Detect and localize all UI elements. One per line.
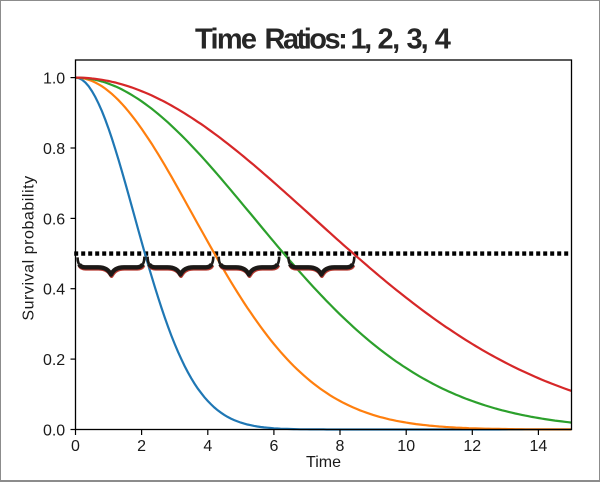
svg-text:1.0: 1.0 <box>43 71 65 88</box>
svg-text:6: 6 <box>269 438 278 455</box>
svg-text:0.6: 0.6 <box>43 211 65 228</box>
svg-text:3,: 3, <box>407 23 428 55</box>
svg-text:Ratios:: Ratios: <box>265 23 346 55</box>
svg-text:8: 8 <box>336 438 345 455</box>
svg-text:4: 4 <box>203 438 212 455</box>
svg-text:1,: 1, <box>351 23 372 55</box>
svg-text:14: 14 <box>530 438 548 455</box>
svg-text:10: 10 <box>397 438 415 455</box>
svg-text:Survival probability: Survival probability <box>21 175 38 320</box>
svg-text:Time: Time <box>195 23 257 55</box>
svg-text:Time: Time <box>306 454 341 471</box>
svg-text:4: 4 <box>435 23 451 55</box>
svg-text:0: 0 <box>71 438 80 455</box>
svg-text:0.4: 0.4 <box>43 282 65 299</box>
svg-text:0.0: 0.0 <box>43 422 65 439</box>
svg-text:0.2: 0.2 <box>43 352 65 369</box>
svg-text:2: 2 <box>137 438 146 455</box>
svg-text:0.8: 0.8 <box>43 141 65 158</box>
svg-text:2,: 2, <box>378 23 400 55</box>
svg-text:12: 12 <box>463 438 481 455</box>
